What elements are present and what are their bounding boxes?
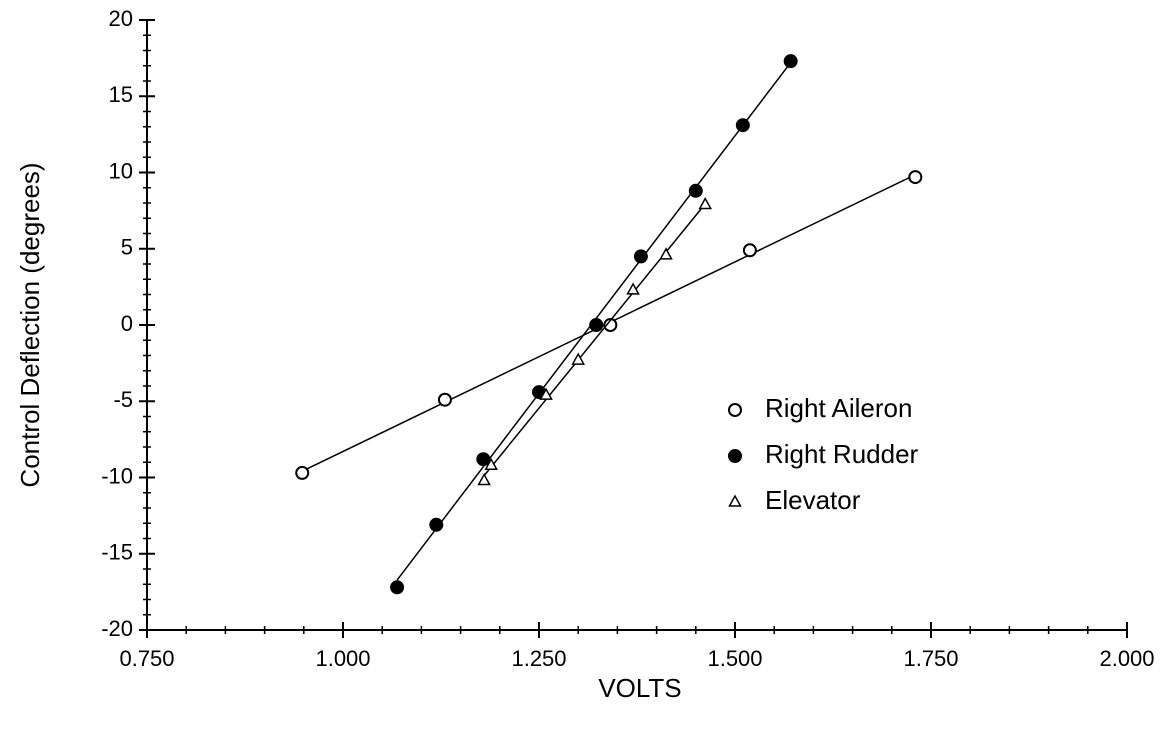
- x-axis-label: VOLTS: [598, 673, 681, 703]
- legend-label: Right Aileron: [765, 393, 912, 423]
- y-tick-label: 15: [109, 82, 133, 107]
- point: [589, 318, 604, 332]
- point: [429, 517, 444, 532]
- point: [437, 392, 452, 407]
- y-tick-label: -10: [101, 463, 133, 488]
- legend-marker: [728, 449, 742, 463]
- point: [742, 243, 757, 258]
- point: [477, 472, 491, 486]
- y-tick-label: 20: [109, 6, 133, 31]
- y-tick-label: 5: [121, 235, 133, 260]
- point: [295, 465, 310, 480]
- point: [390, 580, 405, 595]
- point: [908, 170, 923, 185]
- point: [659, 247, 673, 260]
- point: [626, 282, 640, 295]
- x-tick-label: 1.500: [707, 646, 762, 671]
- point: [735, 118, 750, 133]
- legend-label: Elevator: [765, 485, 861, 515]
- fit-line: [483, 203, 706, 477]
- point: [783, 54, 798, 69]
- x-tick-label: 1.000: [315, 646, 370, 671]
- point: [484, 457, 498, 471]
- point: [571, 352, 585, 365]
- y-tick-label: 0: [121, 311, 133, 336]
- x-tick-label: 1.750: [903, 646, 958, 671]
- point: [698, 196, 712, 210]
- point: [603, 318, 618, 332]
- point: [539, 387, 553, 400]
- legend-marker: [728, 403, 742, 417]
- x-tick-label: 2.000: [1099, 646, 1154, 671]
- y-tick-label: -5: [113, 387, 133, 412]
- x-tick-label: 1.250: [511, 646, 566, 671]
- legend-marker: [728, 494, 742, 507]
- y-tick-label: 10: [109, 158, 133, 183]
- point: [688, 183, 703, 198]
- y-tick-label: -15: [101, 540, 133, 565]
- point: [633, 249, 648, 264]
- legend-label: Right Rudder: [765, 439, 919, 469]
- y-tick-label: -20: [101, 616, 133, 641]
- x-tick-label: 0.750: [119, 646, 174, 671]
- point: [476, 452, 491, 467]
- y-axis-label: Control Deflection (degrees): [15, 162, 45, 487]
